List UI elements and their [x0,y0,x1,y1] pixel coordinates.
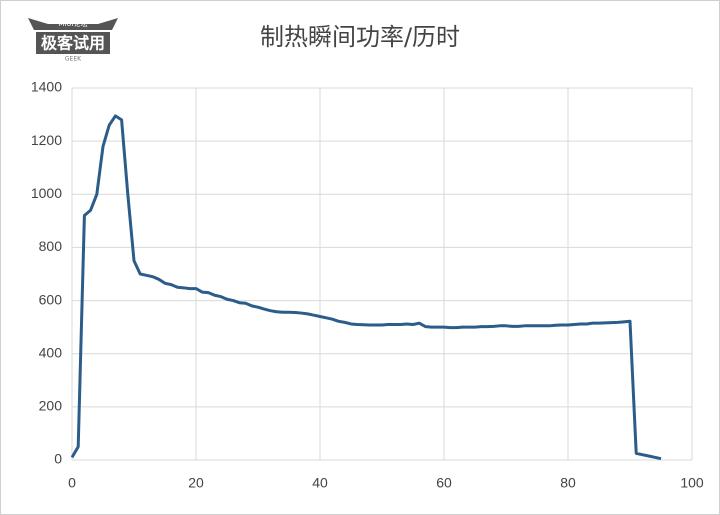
logo-top: MIUI论坛 [58,19,87,28]
y-tick-label: 1000 [31,185,62,201]
y-tick-label: 1200 [31,132,62,148]
logo-box [36,32,110,54]
logo-bottom: GEEK [65,56,82,63]
chart-title: 制热瞬间功率/历时 [260,23,460,51]
y-tick-label: 1400 [31,79,62,95]
x-tick-label: 100 [680,475,704,491]
y-tick-label: 400 [39,344,63,360]
logo-bar [28,18,118,30]
y-tick-label: 200 [39,398,63,414]
logo-brand: 极客试用 [41,34,105,53]
x-tick-label: 60 [436,475,452,491]
y-tick-label: 600 [39,291,63,307]
watermark: MIUI论坛 极客试用 GEEK [28,18,118,63]
y-tick-label: 800 [39,238,63,254]
x-tick-label: 0 [68,475,76,491]
x-tick-label: 20 [188,475,204,491]
x-tick-label: 80 [560,475,576,491]
y-tick-label: 0 [54,451,62,467]
x-tick-label: 40 [312,475,328,491]
data-line [70,114,662,461]
